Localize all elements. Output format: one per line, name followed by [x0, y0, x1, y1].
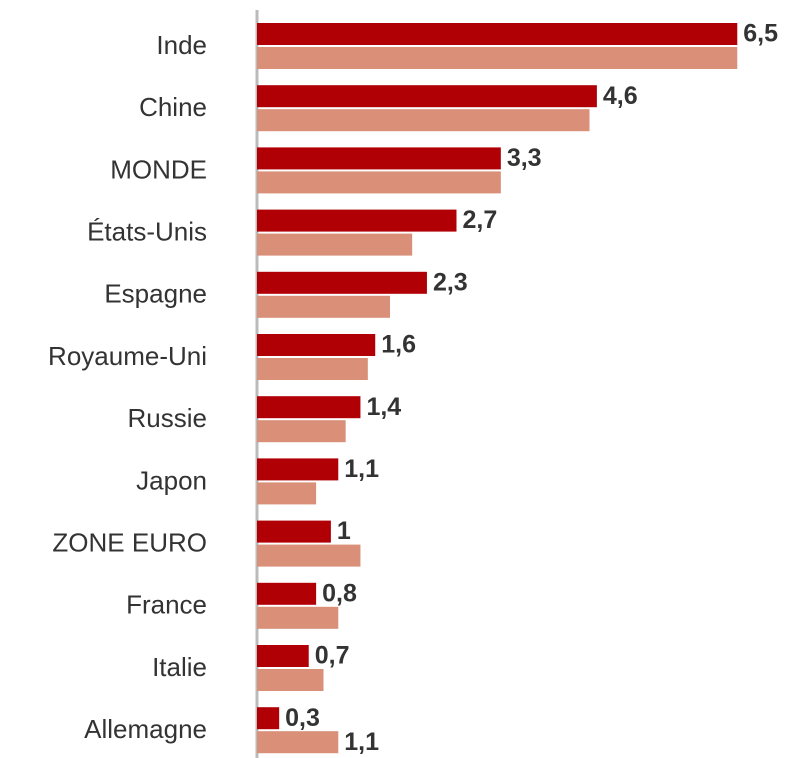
- value-label: 1: [337, 517, 351, 545]
- value-label: 2,7: [463, 206, 498, 234]
- bar: [257, 520, 331, 543]
- category-label: Inde: [156, 30, 207, 60]
- category-label: Japon: [136, 465, 207, 495]
- category-label: MONDE: [110, 154, 207, 184]
- bar: [257, 171, 501, 194]
- value-label: 2,3: [433, 268, 468, 296]
- category-label: Russie: [128, 403, 207, 433]
- category-label: États-Unis: [87, 216, 207, 246]
- bar: [257, 47, 738, 69]
- value-label: 6,5: [743, 20, 778, 48]
- bar: [257, 109, 590, 132]
- value-label: 4,6: [603, 82, 638, 110]
- category-label: France: [126, 590, 207, 620]
- value-label: 1,1: [344, 455, 379, 483]
- value-label: 3,3: [507, 144, 542, 172]
- bar: [257, 482, 317, 505]
- bar: [257, 420, 346, 443]
- bar: [257, 295, 390, 318]
- bar: [257, 606, 339, 629]
- bar: [257, 458, 339, 481]
- value-label: 0,8: [322, 579, 357, 607]
- bar: [257, 582, 317, 605]
- bar: [257, 334, 376, 356]
- bar: [257, 271, 427, 294]
- bar: [257, 731, 339, 754]
- category-label: Italie: [152, 652, 207, 682]
- bar: [257, 645, 309, 667]
- category-label: Royaume-Uni: [48, 341, 207, 371]
- bar: [257, 396, 361, 419]
- bar: [257, 147, 501, 170]
- value-label: 1,6: [381, 331, 416, 359]
- bar: [257, 23, 738, 45]
- bar: [257, 358, 368, 380]
- bar: [257, 669, 324, 691]
- category-label: Chine: [139, 92, 207, 122]
- value-label: 0,3: [285, 704, 320, 732]
- bar: [257, 707, 280, 730]
- bar: [257, 85, 597, 108]
- value-label: 0,7: [315, 642, 350, 670]
- value-label: 1,4: [366, 393, 401, 421]
- category-label: ZONE EURO: [52, 527, 207, 557]
- bar: [257, 209, 457, 232]
- bar: [257, 544, 361, 567]
- category-label: Espagne: [104, 279, 207, 309]
- category-label: Allemagne: [84, 714, 207, 744]
- bar: [257, 233, 413, 256]
- value-label: 1,1: [344, 728, 379, 756]
